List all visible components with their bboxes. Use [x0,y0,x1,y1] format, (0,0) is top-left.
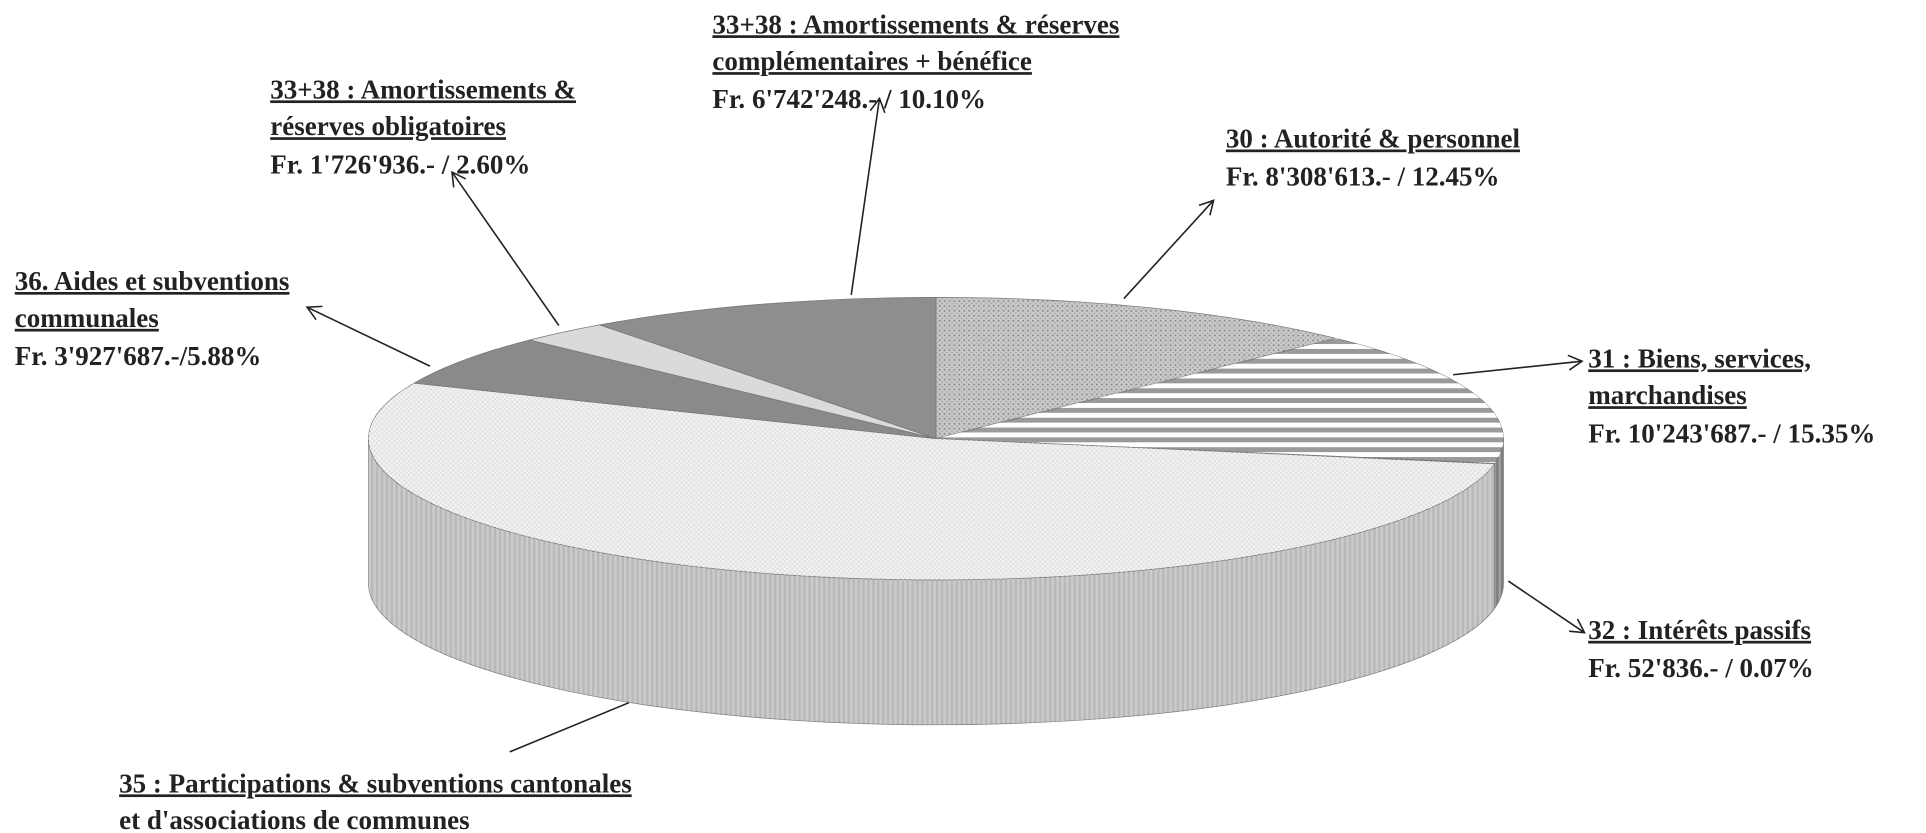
leader-line [509,701,630,753]
category-label: et d'associations de communes [119,805,469,833]
category-label: 36. Aides et subventions [15,266,290,296]
category-label: 30 : Autorité & personnel [1226,123,1521,153]
value-label: Fr. 3'927'687.-/5.88% [15,341,262,371]
leader-line [451,170,560,327]
value-label: Fr. 52'836.- / 0.07% [1588,653,1814,683]
category-label: complémentaires + bénéfice [712,46,1031,76]
category-label: 32 : Intérêts passifs [1588,615,1811,645]
value-label: Fr. 1'726'936.- / 2.60% [270,149,530,179]
value-label: Fr. 10'243'687.- / 15.35% [1588,418,1875,448]
pie-slice [412,339,937,439]
leader-line [1453,354,1584,376]
pie-slice-texture [368,383,1495,580]
category-label: communales [15,303,159,333]
category-label: 33+38 : Amortissements & réserves [712,9,1119,39]
leader-line [850,96,886,296]
pie-side-texture [368,438,1495,725]
category-label: marchandises [1588,380,1747,410]
category-label: réserves obligatoires [270,111,506,141]
leader-line [305,305,431,367]
category-label: 33+38 : Amortissements & [270,74,576,104]
value-label: Fr. 8'308'613.- / 12.45% [1226,162,1500,192]
pie-slice-texture [935,297,1336,439]
pie-side-texture [1494,438,1504,609]
value-label: Fr. 6'742'248.- / 10.10% [712,84,986,114]
leader-line [1507,580,1586,634]
category-label: 31 : Biens, services, [1588,343,1811,373]
leader-line [1123,199,1215,300]
pie-slice [598,296,937,440]
category-label: 35 : Participations & subventions canton… [119,768,632,798]
pie-slice-texture [935,338,1504,464]
